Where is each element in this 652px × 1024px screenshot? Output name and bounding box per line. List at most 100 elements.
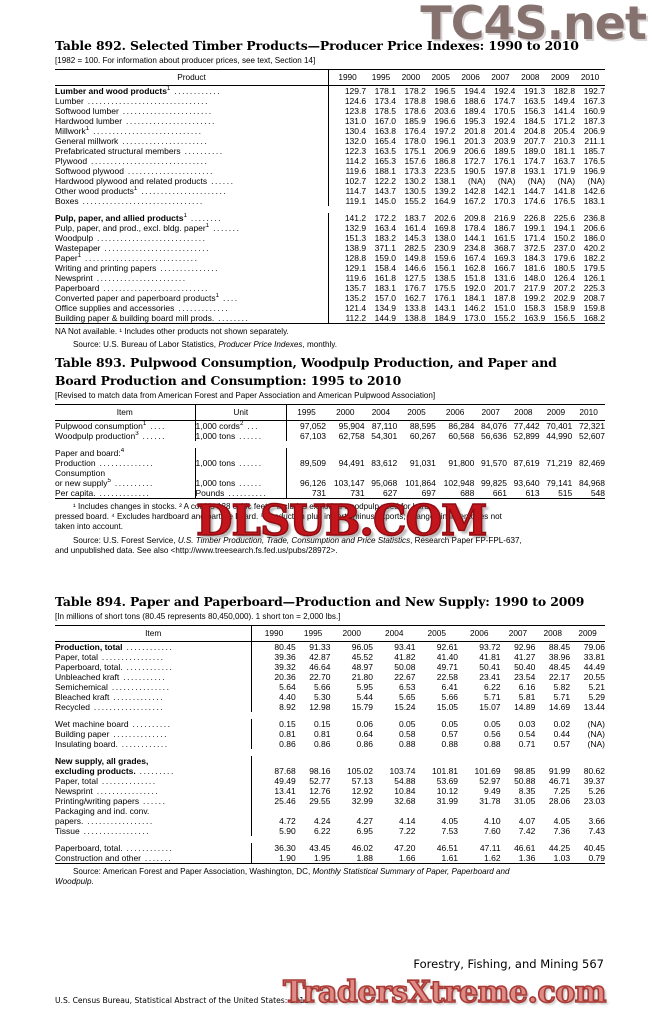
row-label: Bleached kraft ............. bbox=[55, 691, 165, 702]
cell-2007: 170.3 bbox=[494, 195, 516, 206]
cell-2008: 199.2 bbox=[523, 292, 546, 303]
footer-citation: U.S. Census Bureau, Statistical Abstract… bbox=[55, 996, 310, 1005]
cell-2008: 28.06 bbox=[548, 795, 571, 806]
leader-dots: .................. bbox=[89, 701, 165, 712]
cell-2005 bbox=[416, 756, 459, 766]
leader-dots: ............... bbox=[107, 681, 171, 692]
cell-2000: 15.79 bbox=[351, 701, 373, 712]
cell-2006: 184.1 bbox=[464, 292, 486, 303]
leader-dots: ........ bbox=[214, 312, 250, 323]
spacer-row bbox=[55, 712, 605, 719]
cell-2005: 223.5 bbox=[434, 165, 456, 176]
cell-2010: 225.3 bbox=[583, 282, 605, 293]
leader-dots: ............ bbox=[122, 842, 174, 853]
cell-2000: 57.13 bbox=[351, 775, 373, 786]
cell-2009: 3.66 bbox=[588, 815, 605, 826]
leader-dots: ............ bbox=[122, 661, 174, 672]
cell-1995: 4.24 bbox=[313, 815, 331, 826]
cell-2006: 60,568 bbox=[448, 430, 475, 441]
cell-2006 bbox=[458, 756, 501, 766]
cell-2009 bbox=[570, 756, 605, 766]
cell-1995 bbox=[296, 756, 331, 766]
row-label: Pulp, paper, and allied products1 ......… bbox=[55, 212, 223, 223]
cell-2004 bbox=[365, 448, 398, 458]
cell-2006: 6.22 bbox=[484, 681, 501, 692]
row-label: Construction and other ....... bbox=[55, 852, 173, 863]
leader-dots: .............. bbox=[109, 728, 169, 739]
table-894-block: Table 894. Paper and Paperboard—Producti… bbox=[55, 594, 605, 887]
cell-2005: 46.51 bbox=[436, 842, 459, 853]
cell-1995: 163.4 bbox=[374, 222, 396, 233]
leader-dots: ....................... bbox=[92, 272, 187, 283]
cell-2009: 5.26 bbox=[588, 785, 605, 796]
table-row: Production .............. 1,000 tons ....… bbox=[55, 457, 605, 468]
row-label: Paperboard ........................... bbox=[55, 282, 209, 293]
cell-2007: 56,636 bbox=[481, 430, 508, 441]
cell-2006: 201.3 bbox=[464, 135, 486, 146]
cell-2005: 138.5 bbox=[434, 272, 456, 283]
cell-2009: 163.7 bbox=[553, 155, 576, 166]
cell-2007: 203.9 bbox=[494, 135, 516, 146]
cell-1995: 0.81 bbox=[313, 728, 331, 739]
cell-2005: 92.61 bbox=[436, 641, 459, 652]
row-label: Building paper & building board mill pro… bbox=[55, 312, 250, 323]
cell-2009: 515 bbox=[558, 487, 573, 498]
column-header-item: Product bbox=[55, 69, 329, 86]
cell-1995: 12.98 bbox=[309, 701, 331, 712]
cell-2008: 204.8 bbox=[523, 125, 546, 136]
cell-2000: 175.1 bbox=[404, 145, 426, 156]
cell-1990: 132.0 bbox=[328, 135, 367, 146]
cell-2010: 187.3 bbox=[583, 115, 605, 126]
cell-2007: 201.7 bbox=[494, 282, 516, 293]
table-row: Unbleached kraft ........... 20.36 22.70 21… bbox=[55, 671, 605, 682]
source-prefix: Source: U.S. Forest Service, bbox=[73, 535, 178, 545]
table-894: Item 1990 1995 2000 2004 2005 2006 2007 2008 2009… bbox=[55, 625, 605, 864]
column-header-2006: 2006 bbox=[455, 69, 486, 86]
cell-2008 bbox=[507, 448, 540, 458]
cell-1990: 151.3 bbox=[328, 232, 367, 243]
table-row: Paper, total ................ 39.36 42.87 4… bbox=[55, 651, 605, 662]
spacer-row bbox=[55, 206, 605, 213]
cell-2005: 0.05 bbox=[441, 718, 459, 729]
row-label: papers. ................. bbox=[55, 815, 154, 826]
table-row: Consumption bbox=[55, 467, 605, 478]
table-row: Building paper .............. 0.81 0.81 0.6… bbox=[55, 728, 605, 739]
cell-2007: 41.27 bbox=[514, 651, 536, 662]
cell-1995: 12.76 bbox=[309, 785, 331, 796]
cell-2010: 84,968 bbox=[579, 477, 605, 488]
table-892-block: Table 892. Selected Timber Products—Prod… bbox=[55, 38, 605, 350]
cell-2005: 0.57 bbox=[441, 728, 459, 739]
leader-dots: ...... bbox=[235, 430, 263, 441]
cell-2007: (NA) bbox=[497, 175, 516, 186]
cell-2000: 5.95 bbox=[356, 681, 373, 692]
row-label: Consumption bbox=[55, 467, 106, 478]
leader-dots: ...... bbox=[207, 175, 235, 186]
leader-dots: .......... bbox=[128, 718, 172, 729]
cell-1990: 1.90 bbox=[251, 852, 296, 863]
column-header-2005: 2005 bbox=[425, 69, 456, 86]
table-row: Hardwood plywood and related products ..… bbox=[55, 175, 605, 186]
cell-2007: 4.07 bbox=[518, 815, 536, 826]
cell-2005 bbox=[416, 806, 459, 816]
cell-1995: 6.22 bbox=[313, 825, 331, 836]
cell-1990: 131.0 bbox=[328, 115, 367, 126]
leader-dots: .............................. bbox=[87, 155, 209, 166]
cell-2007: 99,825 bbox=[481, 477, 508, 488]
cell-1995: 89,509 bbox=[286, 457, 327, 468]
cell-2000: 103,147 bbox=[333, 477, 365, 488]
footnote-line-1: ¹ Includes changes in stocks. ² A cord i… bbox=[73, 501, 429, 511]
leader-dots: ...................... bbox=[118, 135, 209, 146]
cell-1990: 124.6 bbox=[328, 95, 367, 106]
cell-2008: 22.17 bbox=[548, 671, 571, 682]
row-label: Paper, total .............. bbox=[55, 775, 157, 786]
cell-1995 bbox=[286, 467, 327, 478]
table-893: Item Unit 1995 2000 2004 2005 2006 2007 2008 2009… bbox=[55, 404, 605, 499]
cell-2006: 23.41 bbox=[479, 671, 501, 682]
cell-2006: 144.1 bbox=[464, 232, 486, 243]
cell-1995: 42.87 bbox=[309, 651, 331, 662]
cell-2008: 144.7 bbox=[523, 185, 546, 196]
row-label: Paper and board:4 bbox=[55, 447, 125, 458]
leader-dots: ............... bbox=[156, 262, 220, 273]
cell-2006: 173.0 bbox=[464, 312, 486, 323]
cell-2005: 1.61 bbox=[441, 852, 459, 863]
